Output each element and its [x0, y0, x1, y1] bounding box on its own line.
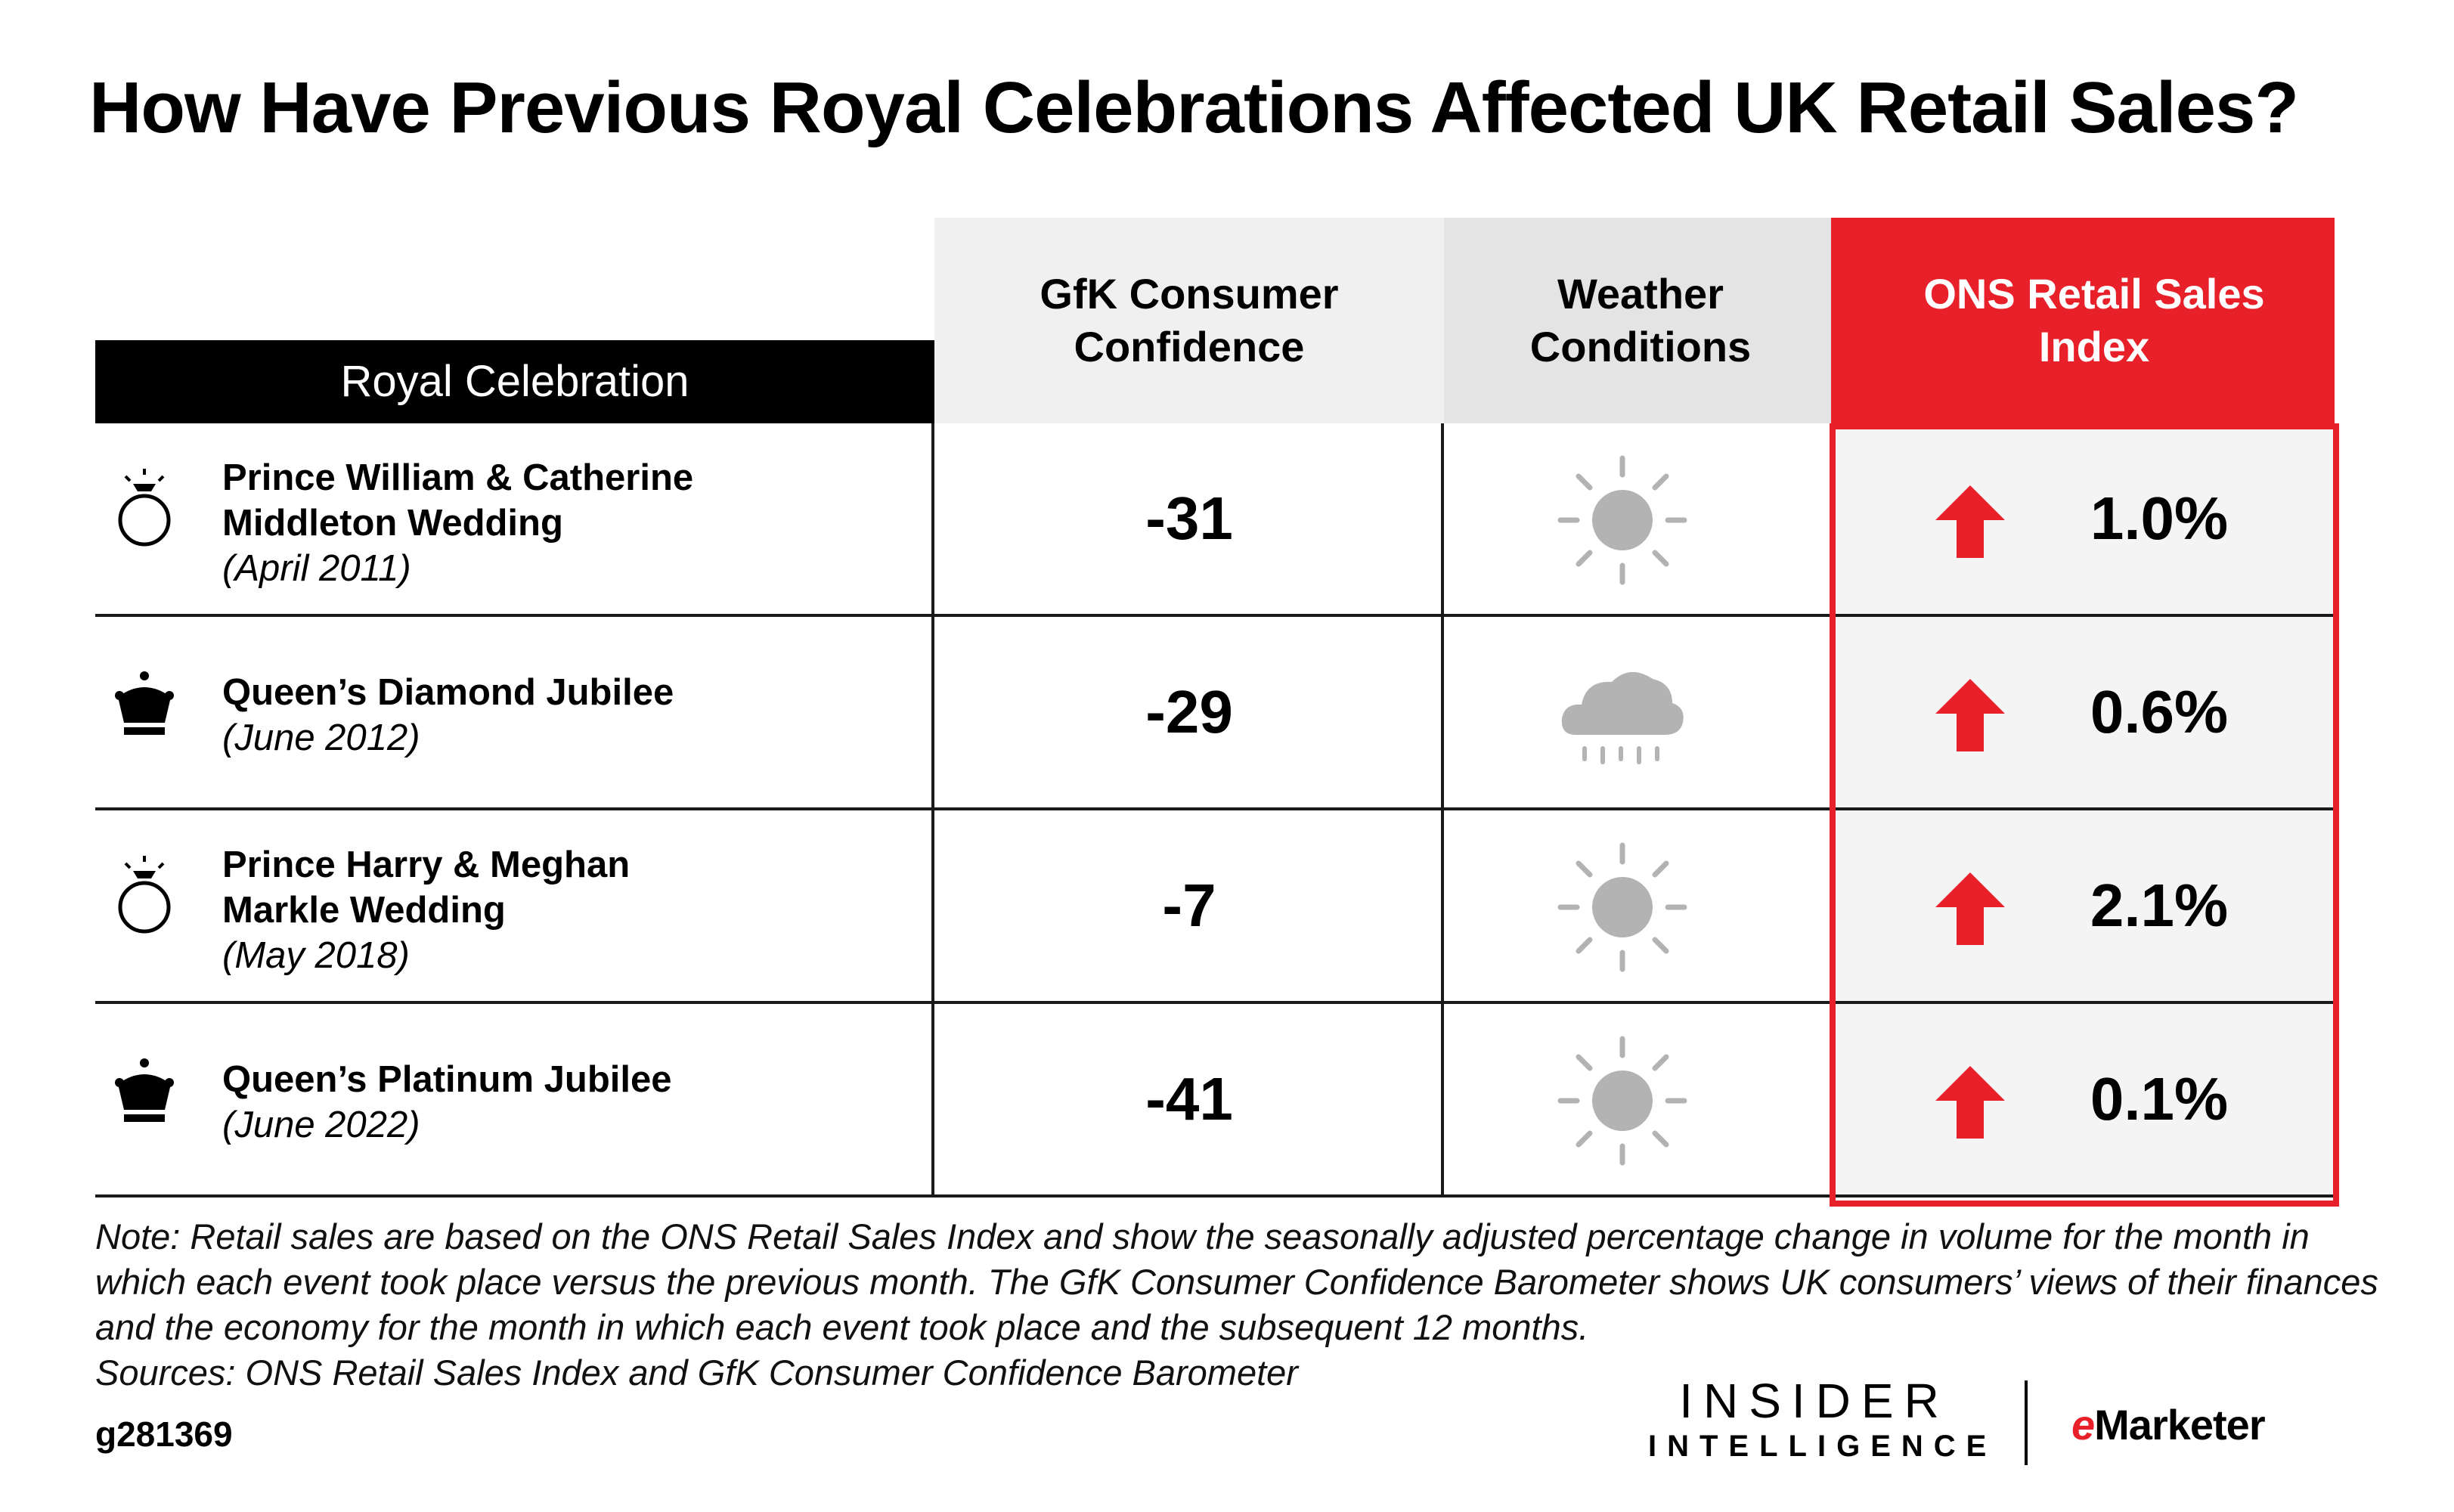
data-table: Prince William & Catherine Middleton Wed…	[95, 423, 2339, 1207]
sources-text: Sources: ONS Retail Sales Index and GfK …	[95, 1352, 1298, 1393]
event-name-line1: Queen’s Platinum Jubilee	[222, 1059, 672, 1100]
logo-line-intelligence: INTELLIGENCE	[1648, 1430, 1997, 1463]
chart-title: How Have Previous Royal Celebrations Aff…	[89, 67, 2299, 148]
ons-value: 1.0%	[2090, 485, 2229, 552]
crown-icon	[115, 1058, 174, 1122]
header-weather-conditions: Weather Conditions	[1444, 218, 1837, 423]
sun-icon	[1557, 455, 1687, 585]
header-ons-retail-sales-index: ONS Retail Sales Index	[1831, 218, 2335, 423]
event-label: Queen’s Diamond Jubilee (June 2012)	[222, 670, 978, 761]
gfk-value: -41	[1145, 1065, 1233, 1132]
event-date: (June 2022)	[222, 1105, 420, 1145]
table-row: Prince William & Catherine Middleton Wed…	[95, 423, 2335, 617]
logo-separator	[2025, 1380, 2028, 1465]
row-divider	[95, 1194, 2335, 1198]
emarketer-rest: Marketer	[2094, 1401, 2265, 1448]
sun-icon	[1557, 1036, 1687, 1166]
event-label: Prince William & Catherine Middleton Wed…	[222, 455, 978, 591]
event-date: (April 2011)	[222, 548, 411, 589]
up-arrow-icon	[1935, 1066, 2005, 1139]
crown-icon	[115, 671, 174, 735]
event-name-line1: Queen’s Diamond Jubilee	[222, 672, 674, 713]
ons-column-highlight	[1830, 423, 2339, 1207]
chart-id: g281369	[95, 1414, 233, 1454]
event-label: Prince Harry & Meghan Markle Wedding (Ma…	[222, 842, 978, 978]
table-row: Queen’s Diamond Jubilee (June 2012) -29 …	[95, 617, 2335, 810]
ring-icon	[118, 469, 171, 547]
event-name-line2: Markle Wedding	[222, 890, 506, 931]
event-date: (June 2012)	[222, 717, 420, 758]
up-arrow-icon	[1935, 872, 2005, 945]
event-name-line1: Prince Harry & Meghan	[222, 844, 631, 885]
gfk-value: -31	[1145, 485, 1233, 552]
up-arrow-icon	[1935, 485, 2005, 558]
event-name-line2: Middleton Wedding	[222, 503, 563, 544]
header-royal-celebration: Royal Celebration	[95, 340, 934, 423]
ons-value: 2.1%	[2090, 872, 2229, 939]
event-label: Queen’s Platinum Jubilee (June 2022)	[222, 1057, 978, 1148]
sun-icon	[1557, 842, 1687, 972]
up-arrow-icon	[1935, 679, 2005, 751]
event-date: (May 2018)	[222, 935, 410, 976]
logo-line-insider: INSIDER	[1679, 1374, 1950, 1428]
row-divider	[95, 614, 2335, 617]
ons-column-background	[1834, 423, 2335, 1198]
event-name-line1: Prince William & Catherine	[222, 457, 694, 498]
table-row: Queen’s Platinum Jubilee (June 2022) -41…	[95, 1004, 2335, 1198]
gfk-value: -29	[1145, 678, 1233, 745]
row-divider	[95, 807, 2335, 810]
ring-icon	[118, 856, 171, 934]
ons-value: 0.6%	[2090, 678, 2229, 745]
header-gfk-consumer-confidence: GfK Consumer Confidence	[934, 218, 1444, 423]
column-divider	[1441, 423, 1444, 1198]
ons-value: 0.1%	[2090, 1065, 2229, 1132]
emarketer-logo: eMarketer	[2071, 1400, 2266, 1449]
rain-cloud-icon	[1561, 671, 1684, 764]
row-divider	[95, 1001, 2335, 1004]
emarketer-e: e	[2071, 1401, 2095, 1448]
column-divider	[931, 423, 934, 1198]
gfk-value: -7	[1162, 872, 1216, 939]
insider-intelligence-logo: INSIDER INTELLIGENCE	[1648, 1374, 1997, 1465]
table-row: Prince Harry & Meghan Markle Wedding (Ma…	[95, 810, 2335, 1004]
chart-note: Note: Retail sales are based on the ONS …	[95, 1214, 2409, 1396]
note-text: Note: Retail sales are based on the ONS …	[95, 1216, 2378, 1347]
